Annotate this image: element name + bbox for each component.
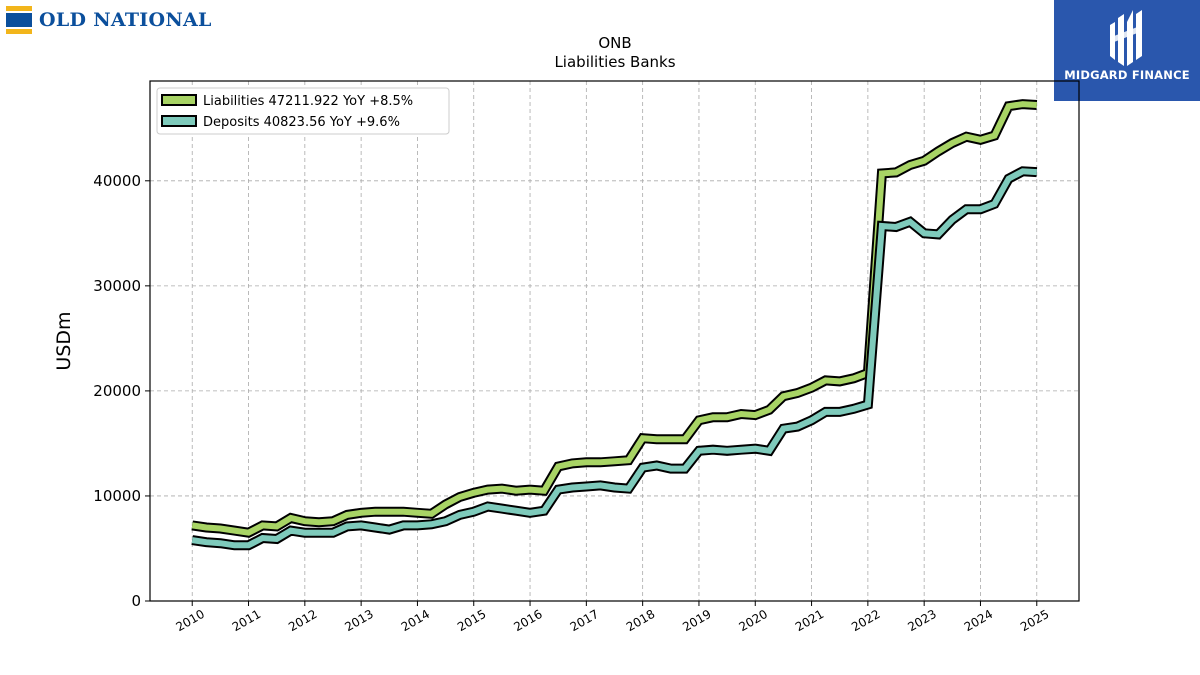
- midgard-finance-logo: MIDGARD FINANCE: [1054, 0, 1200, 101]
- legend-swatch-deposits: [161, 115, 197, 127]
- x-tick-label: 2019: [680, 607, 713, 634]
- midgard-finance-logo-text: MIDGARD FINANCE: [1064, 68, 1190, 82]
- x-tick-label: 2013: [342, 607, 375, 634]
- x-tick-label: 2011: [230, 607, 263, 634]
- legend-swatch-liabilities: [161, 94, 197, 106]
- legend-box: [156, 87, 450, 135]
- x-tick-label: 2023: [905, 607, 938, 634]
- x-tick-label: 2018: [624, 607, 657, 634]
- x-tick-label: 2024: [962, 607, 995, 634]
- x-tick-label: 2012: [286, 607, 319, 634]
- legend-label-liabilities: Liabilities 47211.922 YoY +8.5%: [203, 94, 413, 109]
- x-tick-label: 2014: [399, 607, 432, 634]
- series-line-liabilities: [191, 101, 1037, 536]
- x-tick-label: 2020: [737, 607, 770, 634]
- y-tick-label: 30000: [93, 277, 141, 295]
- series-outline-liabilities: [191, 99, 1038, 538]
- y-tick-label: 40000: [93, 172, 141, 190]
- old-national-logo: OLD NATIONAL: [6, 6, 226, 36]
- old-national-logo-mark: [6, 6, 32, 34]
- plot-frame: [149, 80, 1080, 602]
- x-tick-label: 2021: [793, 607, 826, 634]
- x-tick-label: 2010: [174, 607, 207, 634]
- y-tick-label: 10000: [93, 487, 141, 505]
- chart-title: ONB: [598, 34, 631, 52]
- y-axis-label: USDm: [53, 311, 75, 370]
- y-tick-label: 0: [131, 592, 141, 610]
- x-tick-label: 2017: [568, 607, 601, 634]
- old-national-logo-text: OLD NATIONAL: [39, 9, 212, 31]
- x-tick-label: 2015: [455, 607, 488, 634]
- legend-label-deposits: Deposits 40823.56 YoY +9.6%: [203, 115, 400, 130]
- x-tick-label: 2025: [1018, 607, 1051, 634]
- x-tick-label: 2016: [511, 607, 544, 634]
- y-tick-label: 20000: [93, 382, 141, 400]
- series-line-deposits: [191, 168, 1037, 549]
- midgard-emblem-icon: [1110, 10, 1142, 66]
- x-tick-label: 2022: [849, 607, 882, 634]
- chart-subtitle: Liabilities Banks: [554, 53, 675, 71]
